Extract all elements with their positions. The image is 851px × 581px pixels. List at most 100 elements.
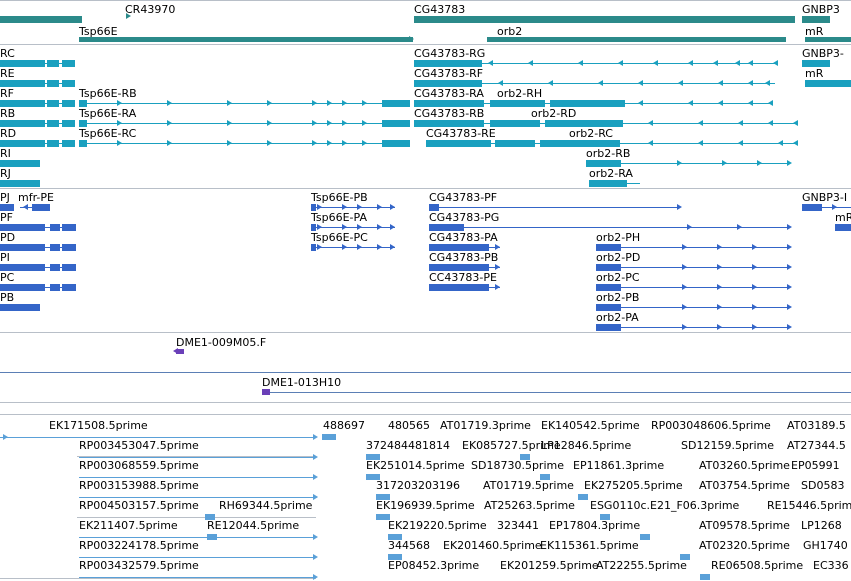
est-label-40[interactable]: EK201460.5prime	[443, 539, 542, 552]
modencode-transcript-label-7[interactable]: Tsp66E-PB	[310, 191, 368, 204]
est-label-43[interactable]: GH1740	[803, 539, 848, 552]
gene-CG43783[interactable]	[414, 16, 795, 23]
est-read[interactable]	[640, 534, 650, 540]
est-label-23[interactable]: AT03754.5prime	[699, 479, 790, 492]
tsp66e-transcript-2-exon[interactable]	[382, 140, 410, 147]
est-label-46[interactable]: EK201259.5prime	[500, 559, 599, 572]
flybase-left-transcript-exon[interactable]	[47, 60, 59, 67]
cg43783-rb-exon[interactable]	[490, 120, 540, 127]
cg43783-ra-exon[interactable]	[414, 100, 484, 107]
tsp66e-transcript-1-exon[interactable]	[382, 120, 410, 127]
flybase-transcript-label-0[interactable]: RC	[0, 47, 15, 60]
tsp66e-transcript-1-exon[interactable]	[79, 120, 87, 127]
est-read[interactable]	[388, 554, 402, 560]
est-read[interactable]	[376, 494, 390, 500]
est-label-30[interactable]: RE15446.5prime	[767, 499, 851, 512]
est-label-15[interactable]: SD18730.5prime	[471, 459, 564, 472]
modencode-transcript-label-12[interactable]: CG43783-PA	[429, 231, 498, 244]
flybase-transcript-label-19[interactable]: orb2-RA	[589, 167, 633, 180]
cg43783-ra-exon[interactable]	[550, 100, 625, 107]
flybase-left-transcript-exon[interactable]	[0, 140, 45, 147]
flybase-transcript-label-4[interactable]: RD	[0, 127, 16, 140]
flybase-transcript-label-15[interactable]: orb2-RH	[497, 87, 542, 100]
est-label-37[interactable]: LP1268	[801, 519, 842, 532]
est-label-25[interactable]: RP004503157.5prime	[79, 499, 199, 512]
flybase-transcript-label-6[interactable]: RJ	[0, 167, 11, 180]
est-label-9[interactable]: EK085727.5prime	[462, 439, 561, 452]
cg43783-rb-exon[interactable]	[545, 120, 623, 127]
flybase-transcript-label-21[interactable]: mR	[805, 67, 824, 80]
est-read[interactable]	[207, 534, 217, 540]
flybase-left-transcript-exon[interactable]	[0, 80, 45, 87]
flybase-left-transcript-exon[interactable]	[0, 120, 45, 127]
est-label-20[interactable]: 317203203196	[376, 479, 460, 492]
flybase-left-transcript-exon[interactable]	[0, 100, 45, 107]
est-label-7[interactable]: RP003453047.5prime	[79, 439, 199, 452]
gene-mR[interactable]	[805, 37, 851, 42]
cg43783-pf-exon[interactable]	[429, 204, 439, 211]
flybase-transcript-label-12[interactable]: CG43783-RA	[414, 87, 484, 100]
cg43783-re-exon[interactable]	[495, 140, 535, 147]
cg43783-rg-exon[interactable]	[414, 60, 482, 67]
orb2-rb-exon[interactable]	[586, 160, 621, 167]
tsp66e-transcript-0-exon[interactable]	[79, 100, 87, 107]
flybase-left-transcript-exon[interactable]	[0, 160, 40, 167]
est-label-31[interactable]: EK211407.5prime	[79, 519, 178, 532]
modencode-left-transcript-exon[interactable]	[50, 244, 60, 251]
mfr-pe-transcript-exon[interactable]	[32, 204, 50, 211]
gnbp3-pi-exon[interactable]	[802, 204, 822, 211]
modencode-left-transcript-exon[interactable]	[62, 284, 76, 291]
est-label-32[interactable]: RE12044.5prime	[207, 519, 299, 532]
gene-label-4[interactable]: GNBP3	[802, 3, 840, 16]
est-label-4[interactable]: EK140542.5prime	[541, 419, 640, 432]
flybase-left-transcript-exon[interactable]	[62, 60, 75, 67]
est-read[interactable]	[520, 454, 530, 460]
dme1-009m05-read[interactable]	[176, 349, 184, 354]
flybase-transcript-label-10[interactable]: CG43783-RG	[414, 47, 485, 60]
est-label-12[interactable]: AT27344.5	[787, 439, 846, 452]
flybase-transcript-label-7[interactable]: Tsp66E-RB	[78, 87, 137, 100]
pb-transcript-exon[interactable]	[0, 304, 40, 311]
est-label-48[interactable]: RE06508.5prime	[711, 559, 803, 572]
est-label-45[interactable]: EP08452.3prime	[388, 559, 479, 572]
est-label-16[interactable]: EP11861.3prime	[573, 459, 664, 472]
modencode-left-transcript-exon[interactable]	[50, 284, 60, 291]
est-label-28[interactable]: AT25263.5prime	[484, 499, 575, 512]
flybase-transcript-label-5[interactable]: RI	[0, 147, 11, 160]
orb2-ph-exon[interactable]	[596, 244, 621, 251]
modencode-left-transcript-exon[interactable]	[62, 224, 76, 231]
cg43783-rf-exon[interactable]	[414, 80, 482, 87]
flybase-left-transcript-exon[interactable]	[0, 60, 45, 67]
est-label-36[interactable]: AT09578.5prime	[699, 519, 790, 532]
gene-label-5[interactable]: mR	[805, 25, 824, 38]
gnbp3-transcript[interactable]	[802, 60, 830, 67]
flybase-transcript-label-8[interactable]: Tsp66E-RA	[78, 107, 137, 120]
tsp66e-transcript-2-exon[interactable]	[79, 140, 87, 147]
cg43783-pa-exon[interactable]	[429, 244, 489, 251]
modencode-left-transcript-exon[interactable]	[0, 224, 45, 231]
modencode-left-transcript-exon[interactable]	[0, 284, 45, 291]
cg43783-ra-exon[interactable]	[490, 100, 545, 107]
modencode-left-transcript-exon[interactable]	[0, 264, 45, 271]
modencode-transcript-label-10[interactable]: CG43783-PF	[429, 191, 497, 204]
flybase-transcript-label-9[interactable]: Tsp66E-RC	[78, 127, 137, 140]
cg43783-re-exon[interactable]	[540, 140, 620, 147]
flybase-transcript-label-3[interactable]: RB	[0, 107, 15, 120]
est-label-29[interactable]: ESG0110c.E21_F06.3prime	[590, 499, 740, 512]
est-read[interactable]	[600, 514, 610, 520]
est-label-39[interactable]: 344568	[388, 539, 430, 552]
est-label-42[interactable]: AT02320.5prime	[699, 539, 790, 552]
modencode-transcript-label-17[interactable]: orb2-PC	[596, 271, 640, 284]
flybase-left-transcript-exon[interactable]	[62, 80, 75, 87]
mr-transcript[interactable]	[805, 80, 851, 87]
flybase-transcript-label-16[interactable]: orb2-RD	[531, 107, 576, 120]
est-label-24[interactable]: SD0583	[801, 479, 844, 492]
est-read[interactable]	[388, 534, 402, 540]
est-label-33[interactable]: EK219220.5prime	[388, 519, 487, 532]
est-read[interactable]	[700, 574, 710, 580]
modencode-transcript-label-18[interactable]: orb2-PB	[596, 291, 639, 304]
modencode-transcript-label-9[interactable]: Tsp66E-PC	[310, 231, 368, 244]
dme-clone-label-0[interactable]: DME1-009M05.F	[176, 336, 266, 349]
modencode-transcript-label-1[interactable]: mfr-PE	[18, 191, 54, 204]
est-read[interactable]	[680, 554, 690, 560]
